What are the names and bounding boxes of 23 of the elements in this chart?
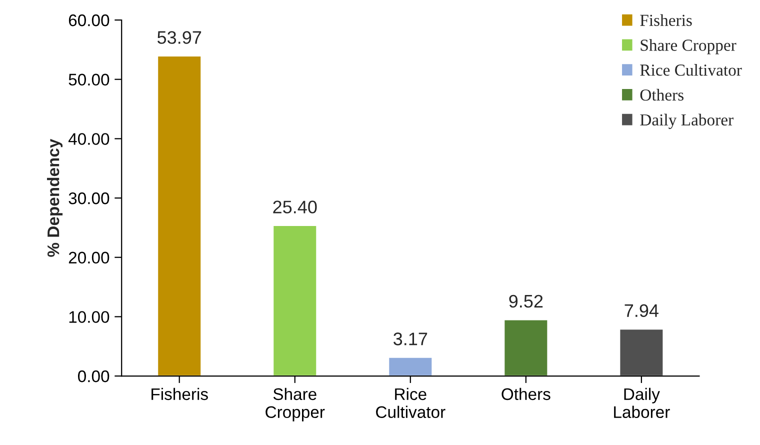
y-tick-label: 60.00 (68, 14, 110, 26)
legend-label: Daily Laborer (640, 114, 734, 129)
x-tick-label: Daily Laborer (614, 388, 670, 418)
x-tick-label: Share Cropper (266, 388, 325, 422)
legend-label: Rice Cultivator (640, 64, 742, 76)
y-tick-label: 40.00 (68, 133, 110, 145)
data-label: 7.94 (624, 304, 658, 318)
y-tick-label: 20.00 (68, 252, 110, 264)
data-label: 9.52 (509, 294, 543, 308)
legend-label: Others (640, 88, 684, 101)
legend-label: Share Cropper (640, 39, 736, 54)
y-tick-label: 10.00 (69, 311, 110, 323)
legend-label: Fisheris (640, 14, 692, 26)
x-tick-label: Fisheris (152, 388, 208, 400)
data-label: 53.97 (157, 31, 202, 44)
y-tick-label: 30.00 (68, 192, 110, 204)
x-tick-label: Rice Cultivator (376, 388, 446, 418)
y-tick-label: 0.00 (78, 370, 110, 382)
y-tick-label: 50.00 (68, 74, 110, 86)
x-tick-label: Others (502, 388, 550, 400)
data-label: 25.40 (273, 200, 317, 214)
data-label: 3.17 (394, 332, 428, 346)
y-axis-title: % Dependency (47, 138, 63, 257)
